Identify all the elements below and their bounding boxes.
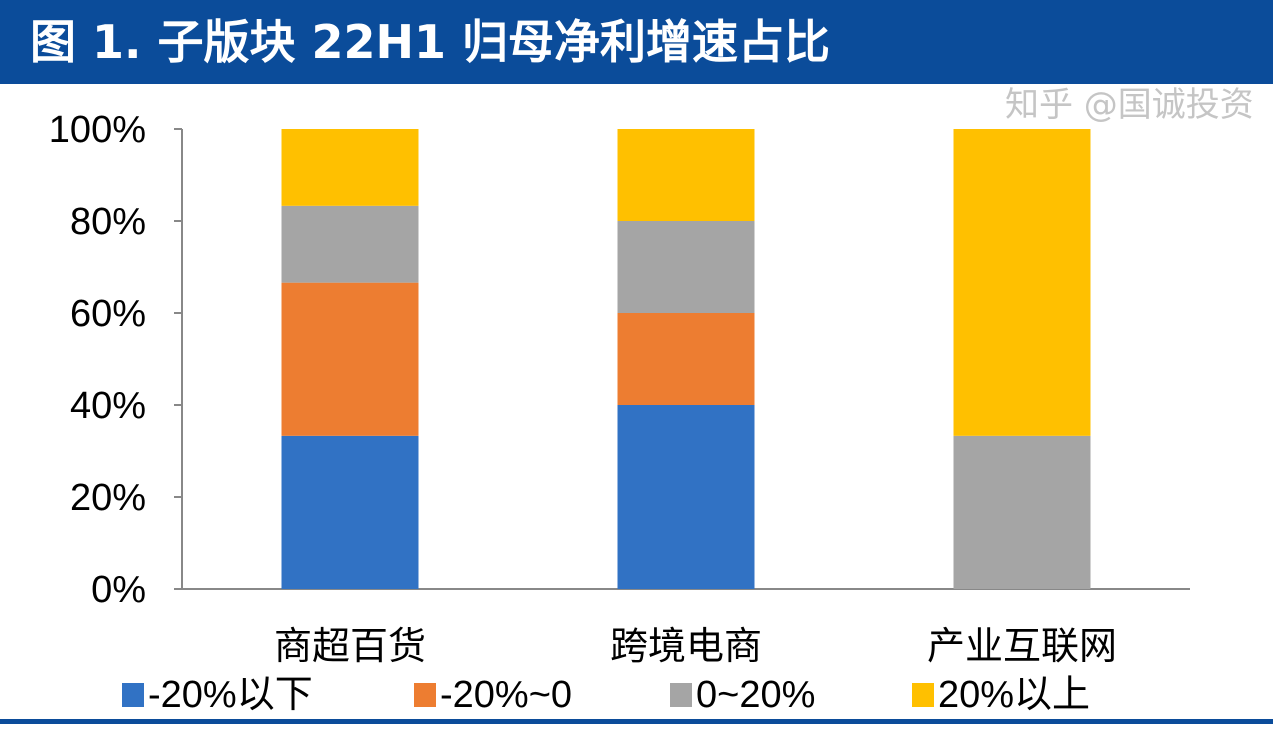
x-tick-label: 商超百货 (274, 624, 426, 668)
y-tick-label: 100% (49, 109, 146, 151)
legend-swatch (414, 683, 436, 707)
legend-label: -20%~0 (440, 674, 572, 716)
bar-segment (617, 313, 755, 405)
x-tick-label: 跨境电商 (610, 624, 762, 668)
legend-label: 20%以上 (938, 674, 1090, 716)
bar-segment (281, 282, 419, 436)
bar-segment (617, 221, 755, 313)
legend-label: -20%以下 (148, 674, 313, 716)
chart-title: 图 1. 子版块 22H1 归母净利增速占比 (0, 0, 1273, 84)
bar-segment (953, 435, 1091, 589)
y-tick-label: 80% (70, 201, 146, 243)
bar-segment (953, 129, 1091, 436)
legend-swatch (122, 683, 144, 707)
legend-swatch (912, 683, 934, 707)
bar-segment (281, 435, 419, 589)
bar-segment (281, 129, 419, 206)
stacked-bar-chart: 0% 20% 40% 60% 80% 100% 商超百货 跨境电商 产业互联网 -20%以下 -20… (49, 109, 1190, 716)
legend-label: 0~20% (696, 674, 815, 716)
bottom-divider (0, 719, 1273, 724)
legend-swatch (670, 683, 692, 707)
bar-segment (281, 205, 419, 283)
y-tick-label: 20% (70, 477, 146, 519)
bar-segment (617, 129, 755, 221)
y-tick-label: 0% (91, 569, 146, 611)
y-tick-label: 40% (70, 385, 146, 427)
x-tick-label: 产业互联网 (927, 624, 1117, 668)
y-tick-label: 60% (70, 293, 146, 335)
watermark: 知乎 @国诚投资 (1005, 85, 1254, 125)
bar-segment (617, 405, 755, 589)
